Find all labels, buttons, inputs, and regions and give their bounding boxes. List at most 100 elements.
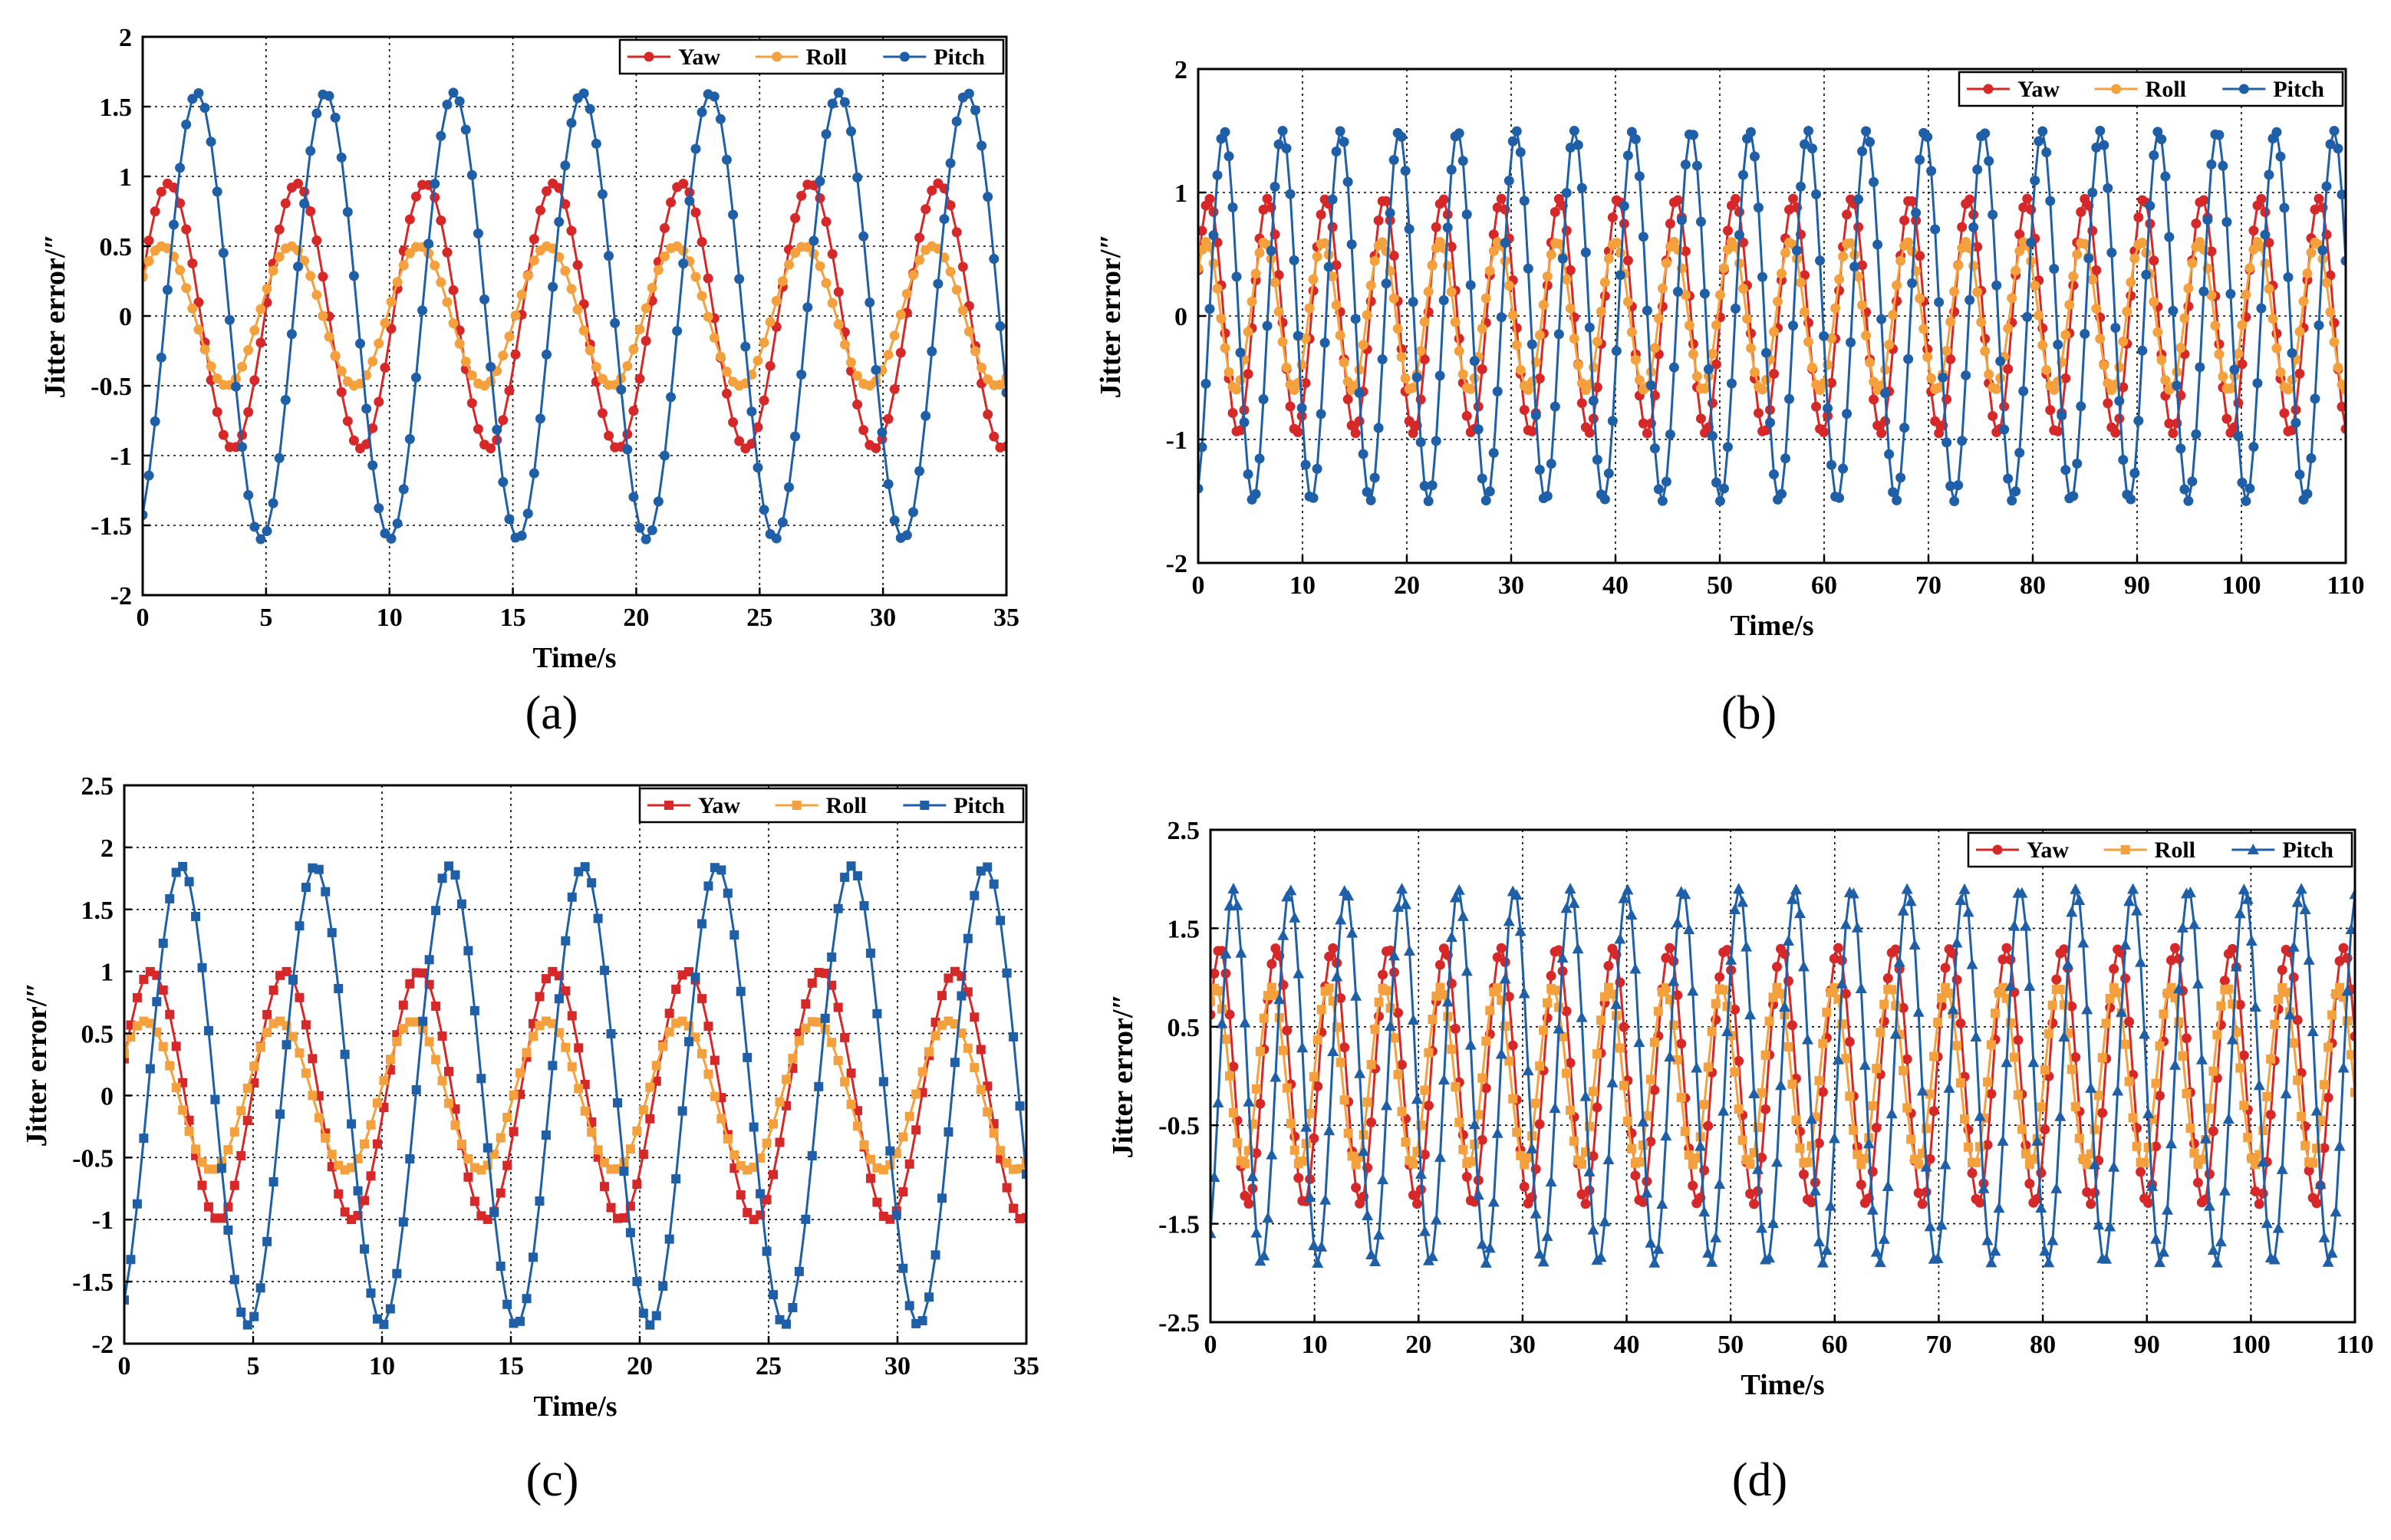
data-point-roll	[1953, 260, 1964, 271]
data-point-pitch	[1714, 1178, 1726, 1190]
data-point-roll	[1450, 317, 1461, 327]
data-point-pitch	[957, 991, 967, 1001]
data-point-roll	[1569, 1136, 1579, 1146]
data-point-pitch	[2145, 200, 2156, 211]
data-point-pitch	[809, 235, 819, 246]
data-point-roll	[597, 373, 608, 384]
data-point-yaw	[469, 1196, 479, 1206]
data-point-roll	[1484, 265, 1495, 276]
data-point-yaw	[1876, 428, 1887, 439]
data-point-pitch	[2154, 1256, 2166, 1268]
data-point-pitch	[374, 503, 384, 514]
legend-marker-pitch	[899, 51, 910, 62]
data-point-yaw	[2311, 1198, 2322, 1209]
data-point-roll	[1707, 1026, 1717, 1036]
data-point-pitch	[1849, 262, 1860, 272]
data-point-roll	[1945, 989, 1955, 999]
data-point-roll	[1800, 307, 1810, 318]
data-point-pitch	[591, 138, 601, 149]
data-point-pitch	[274, 452, 285, 463]
data-point-roll	[2113, 988, 2123, 998]
x-tick-label: 20	[1405, 1331, 1431, 1359]
data-point-roll	[2235, 1063, 2245, 1073]
data-point-yaw	[2082, 1186, 2093, 1197]
data-point-pitch	[1645, 1236, 1657, 1248]
data-point-yaw	[2254, 1199, 2264, 1209]
data-point-yaw	[1819, 426, 1829, 437]
data-point-roll	[1526, 377, 1537, 387]
data-point-roll	[1876, 1028, 1885, 1038]
data-point-yaw	[193, 297, 204, 308]
data-point-pitch	[1262, 321, 1273, 331]
x-tick-label: 30	[870, 604, 896, 632]
data-point-roll	[1783, 1041, 1793, 1051]
data-point-roll	[924, 1047, 934, 1057]
data-point-yaw	[1327, 222, 1338, 232]
data-point-roll	[1504, 1056, 1514, 1066]
data-point-pitch	[2047, 1234, 2059, 1245]
data-point-pitch	[944, 1127, 953, 1137]
data-point-roll	[2187, 258, 2198, 268]
x-tick-label: 110	[2327, 571, 2364, 600]
data-point-pitch	[1530, 410, 1541, 421]
data-point-roll	[2149, 297, 2159, 308]
data-point-roll	[299, 255, 310, 266]
data-point-pitch	[1312, 463, 1322, 474]
data-point-pitch	[1484, 1242, 1496, 1253]
data-point-pitch	[2095, 126, 2106, 137]
data-point-pitch	[1399, 898, 1411, 910]
data-point-roll	[454, 338, 465, 349]
data-point-pitch	[431, 906, 441, 916]
data-point-roll	[2343, 1016, 2353, 1026]
data-point-pitch	[1855, 982, 1867, 994]
data-point-pitch	[2248, 442, 2259, 452]
data-point-pitch	[1476, 1238, 1488, 1249]
data-point-pitch	[1564, 883, 1576, 894]
data-point-pitch	[411, 1085, 421, 1095]
data-point-yaw	[1711, 359, 1721, 370]
data-point-yaw	[541, 974, 551, 984]
data-point-yaw	[2103, 398, 2113, 409]
data-point-roll	[262, 1028, 272, 1038]
data-point-roll	[1400, 373, 1411, 383]
data-point-pitch	[1231, 271, 1242, 282]
data-point-pitch	[1993, 1202, 2005, 1213]
data-point-pitch	[1734, 229, 1744, 240]
data-point-roll	[723, 1134, 733, 1143]
data-point-yaw	[1665, 943, 1675, 953]
data-point-pitch	[1381, 1099, 1393, 1111]
data-point-yaw	[1580, 1199, 1591, 1209]
y-axis-label: Jitter error/″	[1107, 994, 1139, 1159]
data-point-roll	[288, 1032, 298, 1041]
data-point-roll	[2087, 275, 2098, 285]
data-point-roll	[2283, 384, 2294, 395]
data-point-pitch	[275, 1109, 285, 1119]
data-point-pitch	[1407, 1014, 1419, 1025]
data-point-pitch	[647, 525, 657, 535]
data-point-pitch	[1568, 897, 1580, 908]
data-point-roll	[386, 297, 397, 308]
data-point-yaw	[2325, 270, 2336, 281]
data-point-yaw	[846, 1068, 856, 1078]
data-point-pitch	[2341, 985, 2353, 996]
data-point-roll	[827, 298, 838, 308]
data-point-yaw	[2149, 255, 2159, 266]
data-point-roll	[2118, 336, 2129, 347]
data-point-pitch	[1729, 903, 1741, 915]
data-point-pitch	[1346, 239, 1357, 250]
data-point-yaw	[2014, 229, 2025, 240]
data-point-pitch	[833, 87, 844, 98]
data-point-pitch	[143, 470, 154, 481]
data-point-roll	[983, 374, 993, 385]
data-point-pitch	[242, 1320, 252, 1330]
data-point-pitch	[853, 870, 863, 880]
data-point-pitch	[1943, 1081, 1955, 1093]
data-point-pitch	[2253, 1079, 2265, 1091]
data-point-roll	[2090, 1124, 2100, 1134]
data-point-roll	[1599, 992, 1609, 1002]
data-point-pitch	[466, 169, 477, 180]
data-point-pitch	[907, 507, 918, 518]
data-point-yaw	[1898, 1002, 1909, 1013]
data-point-roll	[1780, 248, 1791, 258]
data-point-pitch	[664, 1234, 674, 1244]
